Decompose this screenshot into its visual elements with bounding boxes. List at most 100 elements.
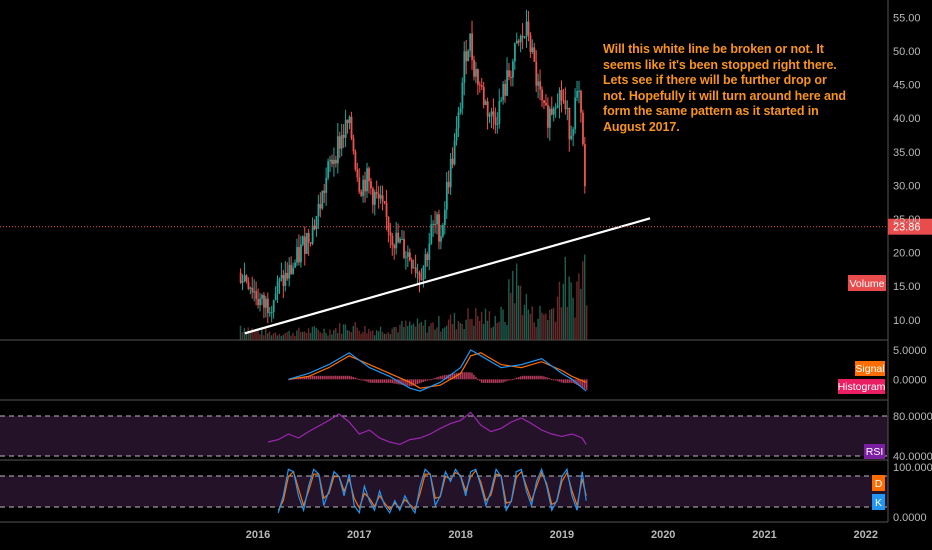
macd-histogram-bar (354, 377, 357, 380)
volume-bars (239, 254, 588, 340)
candle-body (537, 81, 540, 86)
macd-line (288, 349, 587, 392)
candle-body (356, 169, 359, 178)
macd-histogram-bar (443, 375, 446, 380)
candle-body (443, 209, 446, 225)
volume-bar (257, 330, 259, 340)
macd-histogram-bar (539, 375, 541, 380)
candle-body (457, 112, 460, 129)
candle-body (451, 158, 454, 165)
candle-body (302, 236, 304, 245)
candle-body (584, 144, 586, 187)
volume-bar (323, 328, 325, 340)
candle-body (445, 181, 448, 210)
candle-body (245, 275, 248, 282)
volume-bar (294, 335, 296, 340)
macd-histogram-bar (368, 379, 370, 383)
candle-body (539, 81, 542, 90)
last-price-tag (888, 218, 932, 235)
candle-body (300, 244, 302, 263)
macd-histogram-bar (338, 375, 341, 380)
candle-body (352, 138, 355, 152)
volume-bar (397, 332, 399, 340)
volume-bar (370, 331, 372, 340)
macd-histogram-bar (531, 375, 534, 380)
macd-histogram-bar (517, 377, 520, 380)
macd-histogram-bar (461, 372, 463, 380)
volume-bar (438, 315, 440, 340)
price-tick-label: 10.00 (893, 315, 921, 327)
candle-body (572, 129, 575, 136)
candle-body (560, 90, 563, 101)
macd-histogram-bar (340, 375, 343, 380)
macd-histogram-bar (578, 379, 580, 386)
macd-histogram-label: Histogram (838, 381, 886, 393)
macd-histogram-bar (480, 379, 483, 383)
candle-body (313, 225, 316, 230)
candle-body (282, 275, 285, 286)
candle-body (490, 111, 493, 115)
candle-body (552, 108, 555, 115)
volume-bar (325, 332, 327, 340)
macd-histogram-bar (288, 379, 290, 381)
volume-bar (344, 324, 347, 340)
volume-bar (348, 330, 351, 340)
macd-histogram-bar (535, 375, 537, 380)
macd-signal-line (288, 352, 587, 389)
macd-signal-label: Signal (855, 363, 884, 375)
volume-bar (410, 324, 413, 340)
volume-bar (354, 322, 356, 340)
macd-histogram-bar (412, 379, 415, 386)
candle-body (521, 35, 524, 38)
volume-bar (372, 330, 374, 340)
volume-bar (259, 334, 261, 340)
volume-bar (496, 322, 498, 340)
candle-body (461, 82, 464, 109)
volume-bar (422, 325, 424, 340)
candle-body (568, 107, 571, 140)
candle-body (354, 151, 357, 170)
macd-histogram-bar (407, 379, 409, 386)
candle-body (393, 245, 396, 249)
macd-histogram-bar (566, 379, 569, 383)
macd-histogram-label-box (838, 379, 885, 394)
candle-body (531, 47, 534, 53)
volume-bar (405, 320, 407, 340)
candle-body (543, 100, 545, 103)
volume-bar (498, 321, 500, 340)
macd-histogram-bar (580, 379, 582, 387)
candle-body (284, 272, 287, 286)
volume-bar (560, 307, 563, 340)
candle-body (459, 108, 462, 113)
candle-body (447, 181, 450, 188)
candle-body (480, 85, 483, 87)
macd-histogram-bar (358, 379, 360, 381)
macd-histogram-bar (498, 379, 500, 383)
macd-histogram-bar (335, 375, 337, 380)
volume-bar (280, 336, 283, 340)
volume-bar (469, 319, 471, 340)
candle-body (373, 192, 376, 205)
volume-bar (321, 333, 323, 340)
macd-histogram-bar (457, 372, 460, 380)
candle-body (556, 105, 559, 108)
volume-bar (403, 327, 405, 340)
volume-bar (451, 324, 454, 340)
candle-body (449, 158, 452, 188)
macd-histogram-bar (545, 377, 547, 380)
macd-histogram-bar (570, 379, 572, 383)
candle-body (331, 159, 333, 164)
volume-label-box (848, 275, 886, 291)
time-axis: 2016 2017 2018 2019 2020 2021 2022 (246, 529, 878, 541)
volume-bar (358, 330, 360, 340)
volume-bar (564, 256, 566, 340)
volume-bar (379, 326, 382, 340)
volume-bar (556, 296, 559, 340)
macd-histogram-bar (302, 376, 304, 380)
volume-bar (307, 328, 310, 340)
candle-body (420, 279, 423, 281)
volume-bar (531, 306, 533, 340)
macd-histogram-bar (523, 375, 526, 380)
stoch-tick-label: 0.0000 (893, 512, 927, 524)
